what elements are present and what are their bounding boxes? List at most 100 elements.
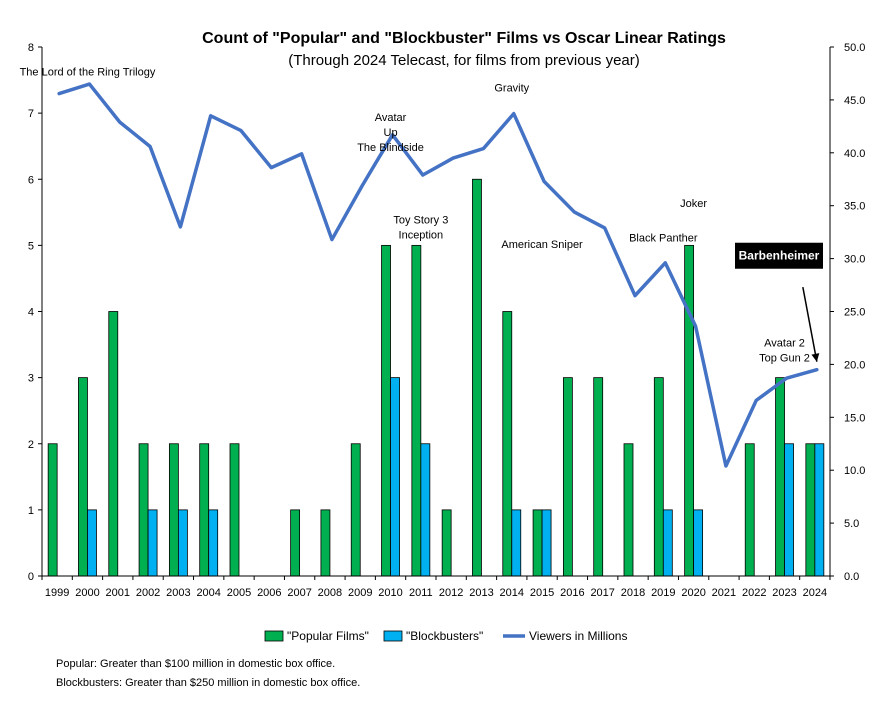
bar-popular-2010 [381,244,391,577]
viewers-line [57,82,819,468]
bar-popular-2022 [744,443,755,577]
chart-subtitle: (Through 2024 Telecast, for films from p… [288,52,640,69]
bar-popular-2004 [199,443,210,577]
x-tick-label: 2009 [348,587,372,599]
x-tick-label: 2012 [439,587,463,599]
chart-title: Count of "Popular" and "Blockbuster" Fil… [202,30,726,47]
bar-popular-2014 [502,311,513,577]
x-tick-label: 2005 [227,587,251,599]
right-tick-label: 0.0 [844,571,859,583]
bar-popular-2020 [684,244,695,577]
bar-popular-2012 [441,509,452,577]
x-tick-label: 2018 [621,587,645,599]
bar-blockbusters-2023 [784,443,794,577]
bar-popular-2007 [290,509,301,577]
right-tick-label: 20.0 [844,359,865,371]
right-tick-label: 10.0 [844,465,865,477]
note-blockbusters: Blockbusters: Greater than $250 million … [56,677,361,689]
line-layer [57,82,819,468]
right-tick-label: 30.0 [844,254,865,266]
left-tick-label: 6 [28,174,34,186]
x-tick-label: 2020 [681,587,705,599]
right-tick-label: 25.0 [844,307,865,319]
right-tick-label: 15.0 [844,412,865,424]
x-tick-label: 2004 [196,587,220,599]
bar-popular-2009 [350,443,361,577]
annotation-label: Avatar 2 [764,337,805,349]
left-tick-label: 1 [28,505,34,517]
left-tick-label: 3 [28,373,34,385]
x-tick-label: 2013 [469,587,493,599]
bar-blockbusters-2002 [147,509,158,577]
bar-popular-2000 [78,377,88,577]
callout-label: Barbenheimer [739,249,820,263]
annotation-label: Toy Story 3 [393,215,448,227]
bar-blockbusters-2024 [814,443,825,577]
bar-blockbusters-2004 [208,509,219,577]
x-tick-label: 2022 [742,587,766,599]
right-tick-label: 5.0 [844,518,859,530]
x-tick-label: 2014 [500,587,524,599]
x-tick-label: 2023 [772,587,796,599]
annotation-label: The Blindside [357,142,424,154]
bar-popular-2005 [229,443,240,577]
bar-blockbusters-2003 [177,509,188,577]
barbenheimer-callout: Barbenheimer [735,242,823,362]
bar-blockbusters-2019 [662,509,673,577]
annotation-label: Black Panther [629,233,698,245]
right-tick-label: 45.0 [844,95,865,107]
x-tick-label: 2003 [166,587,190,599]
legend-swatch-popular [264,630,284,642]
annotation-label: Up [384,127,398,139]
bar-popular-2003 [168,443,179,577]
annotation-label: Inception [399,230,444,242]
annotation-label: Gravity [494,82,529,94]
x-tick-label: 2021 [712,587,736,599]
x-tick-label: 2007 [287,587,311,599]
legend-label-blockbusters: "Blockbusters" [406,629,483,643]
bar-popular-2016 [562,377,573,577]
bars [47,178,825,577]
bar-popular-2001 [108,311,119,577]
bar-blockbusters-2000 [87,509,97,577]
bar-blockbusters-2011 [420,443,431,577]
x-tick-label: 2011 [409,587,433,599]
bar-popular-2002 [138,443,149,577]
bar-popular-2019 [653,377,664,577]
annotation-label: Joker [680,198,707,210]
right-tick-label: 40.0 [844,148,865,160]
bar-popular-2017 [593,377,604,577]
x-tick-label: 2008 [318,587,342,599]
x-tick-label: 2019 [651,587,675,599]
right-tick-label: 35.0 [844,201,865,213]
legend-swatch-blockbusters [383,630,403,642]
callout-box [735,242,823,269]
annotations: The Lord of the Ring Trilogy Avatar Up The … [20,67,810,365]
left-tick-label: 5 [28,240,34,252]
bar-popular-2015 [532,509,543,577]
axes [41,47,831,577]
right-axis-ticks: 0.0 5.0 10.0 15.0 20.0 25.0 30.0 35.0 40.0 45.0 50… [830,42,865,583]
left-tick-label: 2 [28,439,34,451]
bar-popular-1999 [47,443,58,577]
bar-popular-2013 [472,178,482,577]
annotation-label: Top Gun 2 [759,352,810,364]
annotation-label: The Lord of the Ring Trilogy [20,67,156,79]
x-tick-label: 2017 [590,587,614,599]
x-tick-label: 2000 [75,587,99,599]
legend: "Popular Films" "Blockbusters" Viewers in … [264,629,627,643]
right-tick-label: 50.0 [844,42,865,54]
legend-label-viewers: Viewers in Millions [529,629,627,643]
x-tick-label: 2006 [257,587,281,599]
bar-popular-2008 [320,509,331,577]
bar-popular-2024 [805,443,816,577]
x-tick-label: 2024 [803,587,827,599]
x-tick-label: 2010 [378,587,402,599]
x-tick-label: 1999 [45,587,69,599]
left-axis-ticks: 0 1 2 3 4 5 6 7 8 [28,42,42,583]
bar-blockbusters-2010 [390,377,400,577]
left-tick-label: 8 [28,42,34,54]
bar-blockbusters-2015 [541,509,552,577]
x-tick-label: 2002 [136,587,160,599]
